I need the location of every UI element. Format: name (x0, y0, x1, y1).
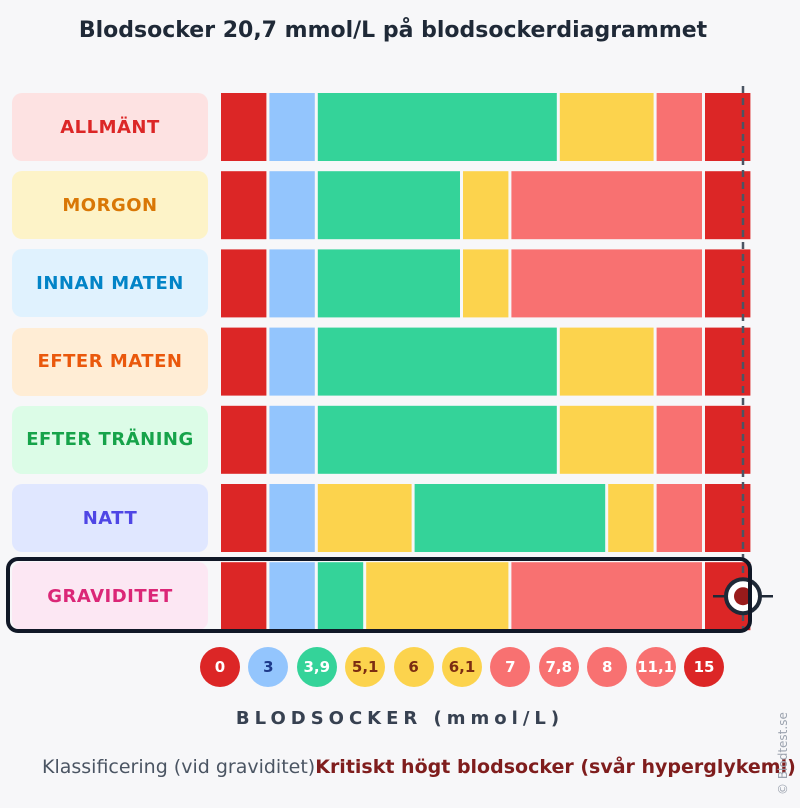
classification-value: Kritiskt högt blodsocker (svår hyperglyk… (315, 756, 796, 778)
row-label: EFTER TRÄNING (12, 405, 208, 474)
tick-label: 0 (200, 647, 240, 687)
bar-segment (656, 405, 702, 474)
bar-segment (269, 484, 315, 552)
bar-segment (221, 405, 267, 474)
bar-segment (317, 484, 412, 552)
bar-segment (221, 249, 267, 318)
bar-segment (463, 249, 509, 318)
bar-segment (269, 562, 315, 631)
bar-segment (414, 484, 606, 552)
row-label: EFTER MATEN (12, 327, 208, 396)
credit-text: © Blodtest.se (776, 712, 790, 795)
bar-segment (269, 249, 315, 318)
bar-segment (656, 484, 702, 552)
bar-segment (559, 93, 654, 161)
tick-label: 6,1 (442, 647, 482, 687)
bar-segment (559, 327, 654, 396)
bar-segment (656, 327, 702, 396)
tick-label: 3 (248, 647, 289, 687)
bar-segment (317, 171, 460, 240)
row-label: GRAVIDITET (12, 562, 208, 631)
bar-segment (705, 327, 751, 396)
classification: Klassificering (vid graviditet)Kritiskt … (42, 756, 796, 778)
bar-segment (317, 249, 460, 318)
bar-segment (705, 171, 751, 240)
bar-segment (221, 171, 267, 240)
x-axis-label: BLODSOCKER (mmol/L) (235, 708, 565, 729)
bar-segment (269, 93, 315, 161)
bar-segment (269, 405, 315, 474)
bar-segment (656, 93, 702, 161)
bar-segment (559, 405, 654, 474)
bar-segment (221, 562, 267, 631)
tick-label: 5,1 (345, 647, 386, 687)
bar-segment (608, 484, 654, 552)
row-label: ALLMÄNT (12, 93, 208, 161)
tick-label: 7 (490, 647, 531, 687)
tick-label: 6 (393, 647, 434, 687)
bar-segment (221, 93, 267, 161)
bar-segment (317, 327, 557, 396)
tick-label: 3,9 (296, 647, 337, 687)
bar-segment (269, 327, 315, 396)
bar-segment (511, 249, 702, 318)
chart-title: Blodsocker 20,7 mmol/L på blodsockerdiag… (78, 18, 708, 43)
classification-label: Klassificering (vid graviditet) (42, 756, 316, 778)
bar-segment (317, 93, 557, 161)
bar-segment (317, 562, 364, 631)
bar-segment (317, 405, 557, 474)
highlighted-row-frame (6, 557, 752, 633)
bar-segment (269, 171, 315, 240)
tick-label: 15 (684, 647, 724, 687)
tick-label: 11,1 (635, 647, 676, 687)
row-label: MORGON (12, 171, 208, 240)
bar-segment (463, 171, 509, 240)
row-label: NATT (12, 484, 208, 552)
bar-segment (511, 562, 702, 631)
bar-segment (221, 484, 267, 552)
bar-segment (511, 171, 702, 240)
row-label: INNAN MATEN (12, 249, 208, 318)
bar-segment (366, 562, 509, 631)
bar-segment (221, 327, 267, 396)
tick-label: 7,8 (538, 647, 579, 687)
tick-label: 8 (587, 647, 628, 687)
